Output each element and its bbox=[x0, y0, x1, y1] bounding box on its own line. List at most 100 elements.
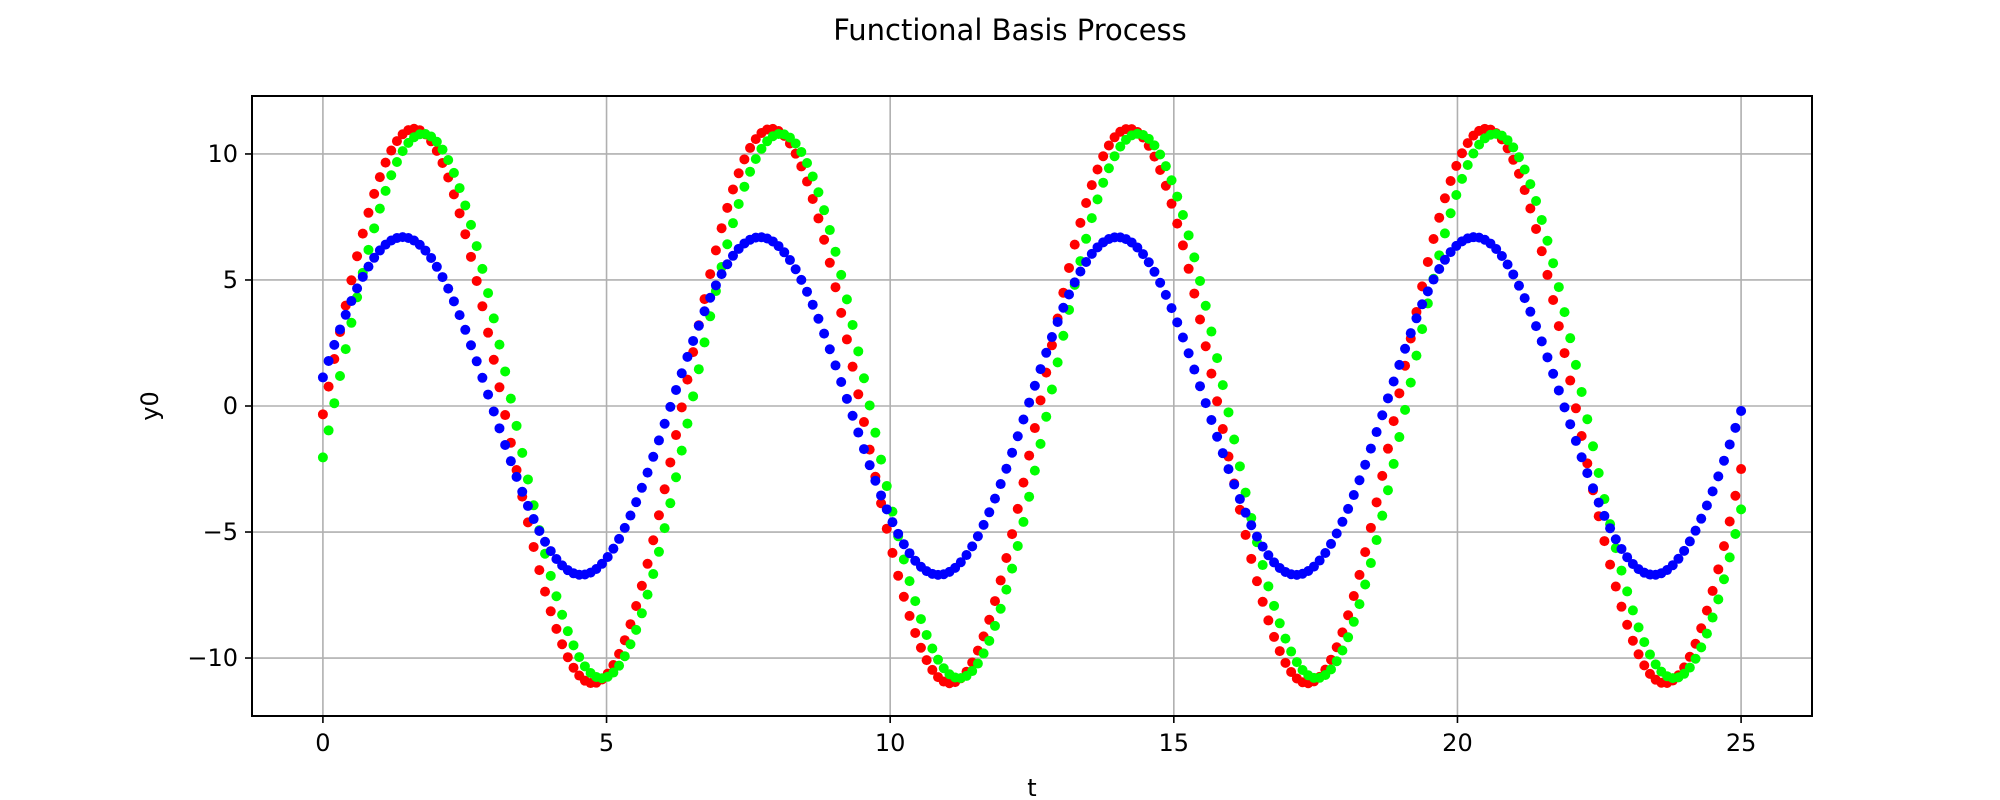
data-point bbox=[1331, 656, 1342, 667]
data-point bbox=[1229, 434, 1240, 445]
data-point bbox=[1553, 282, 1564, 293]
data-point bbox=[1553, 385, 1564, 396]
data-point bbox=[1570, 403, 1581, 414]
data-point bbox=[1246, 520, 1257, 531]
data-point bbox=[391, 136, 402, 147]
data-point bbox=[1183, 230, 1194, 241]
data-point bbox=[602, 551, 613, 562]
data-point bbox=[1730, 529, 1741, 540]
data-point bbox=[614, 660, 625, 671]
data-point bbox=[1627, 635, 1638, 646]
data-point bbox=[1707, 612, 1718, 623]
data-point bbox=[642, 467, 653, 478]
data-point bbox=[1599, 536, 1610, 547]
data-point bbox=[1018, 477, 1029, 488]
data-point bbox=[853, 346, 864, 357]
data-point bbox=[1160, 161, 1171, 172]
data-point bbox=[460, 324, 471, 335]
data-point bbox=[1172, 317, 1183, 328]
data-point bbox=[796, 146, 807, 157]
data-point bbox=[1365, 443, 1376, 454]
data-point bbox=[460, 229, 471, 240]
data-point bbox=[819, 234, 830, 245]
data-point bbox=[699, 337, 710, 348]
data-point bbox=[625, 510, 636, 521]
data-point bbox=[1639, 660, 1650, 671]
data-point bbox=[727, 218, 738, 229]
data-point bbox=[1348, 490, 1359, 501]
data-point bbox=[1024, 491, 1035, 502]
data-point bbox=[807, 193, 818, 204]
data-point bbox=[1149, 140, 1160, 151]
data-point bbox=[477, 263, 488, 274]
data-point bbox=[858, 373, 869, 384]
data-point bbox=[352, 251, 363, 262]
data-point bbox=[1508, 142, 1519, 153]
data-point bbox=[1007, 447, 1018, 458]
data-point bbox=[1496, 251, 1507, 262]
data-point bbox=[1622, 619, 1633, 630]
data-point bbox=[1525, 306, 1536, 317]
data-point bbox=[1371, 497, 1382, 508]
data-point bbox=[841, 294, 852, 305]
data-point bbox=[380, 157, 391, 168]
data-point bbox=[927, 664, 938, 675]
data-point bbox=[1189, 252, 1200, 263]
data-point bbox=[1086, 180, 1097, 191]
data-point bbox=[505, 393, 516, 404]
data-point bbox=[1012, 431, 1023, 442]
data-point bbox=[483, 327, 494, 338]
data-point bbox=[1115, 141, 1126, 152]
data-point bbox=[1707, 585, 1718, 596]
data-point bbox=[1394, 359, 1405, 370]
data-point bbox=[1354, 475, 1365, 486]
data-point bbox=[1525, 203, 1536, 214]
data-point bbox=[329, 339, 340, 350]
data-point bbox=[317, 372, 328, 383]
data-point bbox=[1730, 490, 1741, 501]
x-tick-label: 25 bbox=[1726, 729, 1757, 757]
data-point bbox=[579, 661, 590, 672]
data-point bbox=[522, 474, 533, 485]
data-point bbox=[819, 205, 830, 216]
data-point bbox=[494, 423, 505, 434]
data-point bbox=[631, 601, 642, 611]
data-point bbox=[1075, 266, 1086, 277]
data-point bbox=[1588, 441, 1599, 452]
data-point bbox=[819, 328, 830, 339]
data-point bbox=[915, 642, 926, 653]
data-point bbox=[967, 541, 978, 552]
data-point bbox=[733, 168, 744, 179]
data-point bbox=[1576, 452, 1587, 463]
data-point bbox=[648, 569, 659, 580]
data-point bbox=[1724, 439, 1735, 450]
data-point bbox=[893, 570, 904, 581]
data-point bbox=[796, 274, 807, 285]
data-point bbox=[1257, 596, 1268, 607]
data-point bbox=[904, 548, 915, 559]
data-point bbox=[1422, 286, 1433, 297]
data-point bbox=[1502, 135, 1513, 146]
data-point bbox=[562, 652, 573, 663]
data-point bbox=[1565, 375, 1576, 386]
data-point bbox=[807, 171, 818, 182]
data-point bbox=[1491, 244, 1502, 255]
data-point bbox=[1189, 288, 1200, 299]
data-point bbox=[1086, 213, 1097, 224]
data-point bbox=[1075, 217, 1086, 228]
data-point bbox=[346, 296, 357, 307]
data-point bbox=[784, 255, 795, 266]
data-point bbox=[1229, 479, 1240, 490]
y-axis-label: y0 bbox=[136, 391, 164, 420]
data-point bbox=[710, 280, 721, 291]
data-point bbox=[1616, 601, 1627, 612]
data-point bbox=[1092, 194, 1103, 205]
data-point bbox=[1570, 359, 1581, 370]
data-point bbox=[688, 391, 699, 402]
data-point bbox=[317, 409, 328, 420]
data-point bbox=[722, 239, 733, 250]
data-point bbox=[1542, 352, 1553, 363]
data-point bbox=[460, 200, 471, 211]
data-point bbox=[1605, 559, 1616, 570]
data-point bbox=[323, 381, 334, 392]
